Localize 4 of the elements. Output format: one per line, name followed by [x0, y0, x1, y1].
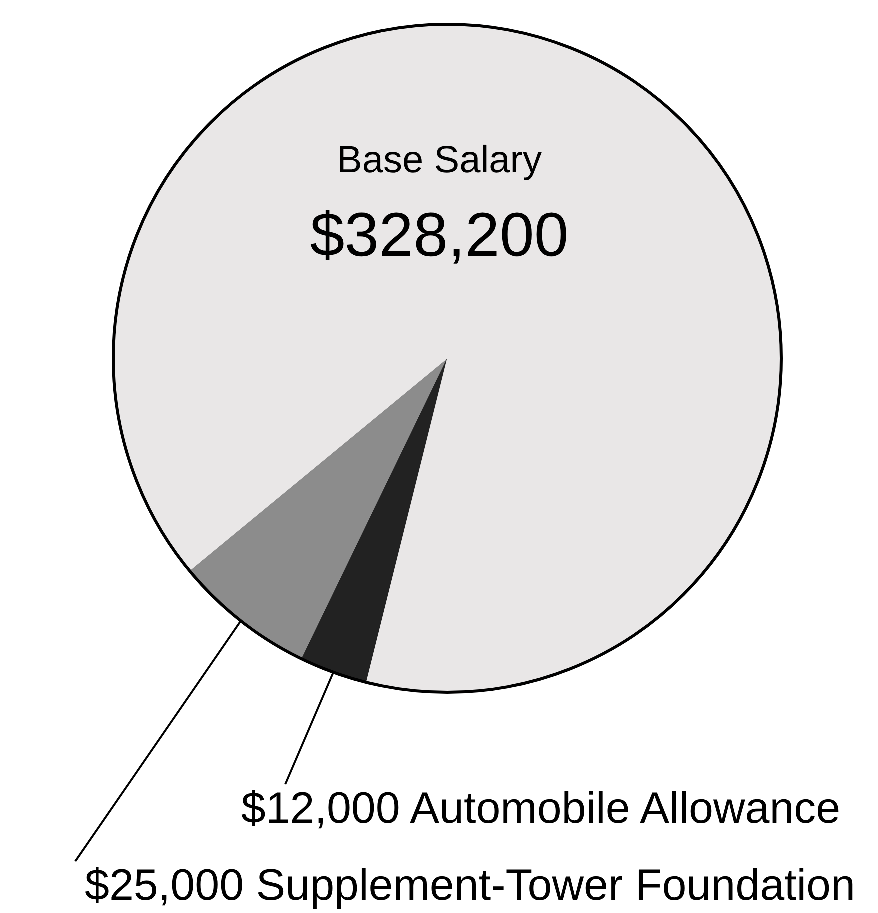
slice-label: $12,000 Automobile Allowance: [241, 784, 841, 833]
data-label: $328,200: [310, 201, 569, 270]
slice-label: Base Salary: [337, 140, 542, 182]
slice-label: $25,000 Supplement-Tower Foundation: [84, 861, 856, 910]
